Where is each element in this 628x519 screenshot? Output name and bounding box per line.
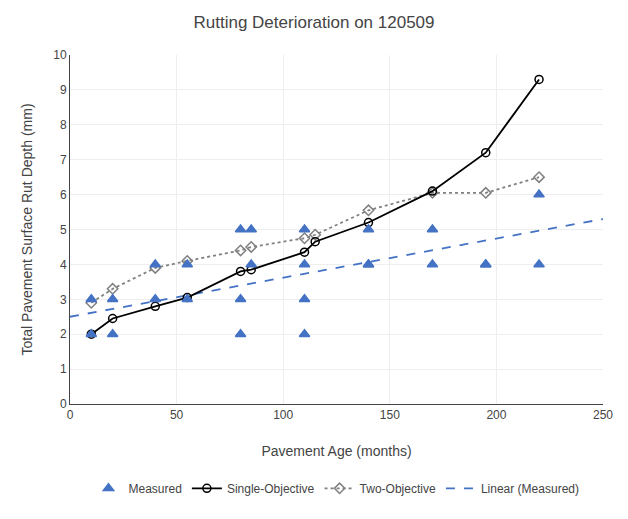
svg-text:100: 100 (273, 408, 293, 422)
svg-text:10: 10 (53, 48, 67, 62)
svg-text:8: 8 (60, 118, 67, 132)
svg-text:3: 3 (60, 293, 67, 307)
svg-text:5: 5 (60, 223, 67, 237)
svg-text:150: 150 (380, 408, 400, 422)
svg-text:Pavement Age (months): Pavement Age (months) (261, 443, 411, 459)
svg-text:Two-Objective: Two-Objective (360, 482, 436, 496)
svg-text:200: 200 (486, 408, 506, 422)
svg-text:9: 9 (60, 83, 67, 97)
svg-text:2: 2 (60, 327, 67, 341)
svg-text:4: 4 (60, 258, 67, 272)
svg-text:7: 7 (60, 153, 67, 167)
svg-text:50: 50 (170, 408, 184, 422)
svg-text:6: 6 (60, 188, 67, 202)
svg-text:Single-Objective: Single-Objective (227, 482, 315, 496)
svg-text:Total Pavement Surface Rut Dep: Total Pavement Surface Rut Depth (mm) (19, 103, 35, 355)
svg-text:0: 0 (67, 408, 74, 422)
svg-text:Linear (Measured): Linear (Measured) (481, 482, 579, 496)
svg-text:Rutting Deterioration on 12050: Rutting Deterioration on 120509 (194, 13, 435, 32)
svg-text:0: 0 (60, 397, 67, 411)
svg-text:Measured: Measured (129, 482, 182, 496)
svg-text:250: 250 (593, 408, 613, 422)
svg-text:1: 1 (60, 362, 67, 376)
